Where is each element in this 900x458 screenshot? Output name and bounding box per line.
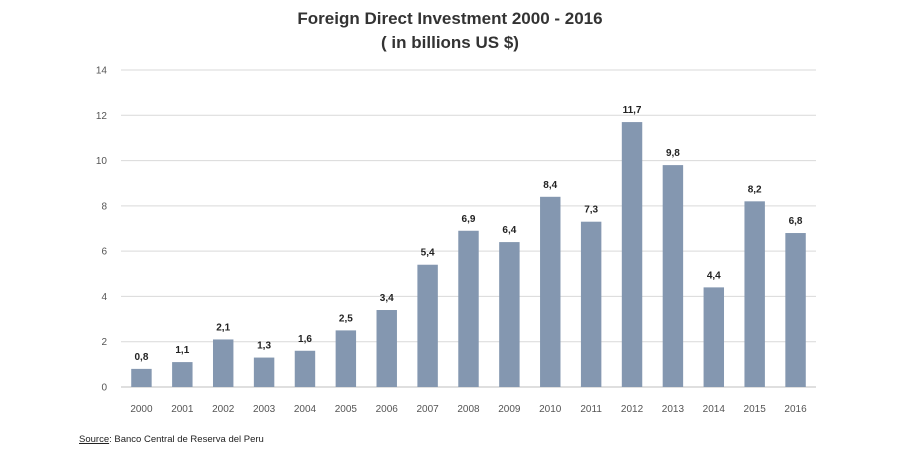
bar — [662, 165, 684, 387]
data-label: 3,4 — [380, 293, 394, 304]
source-note: Source: Banco Central de Reserva del Per… — [79, 434, 264, 445]
bar — [335, 330, 357, 387]
data-label: 2,1 — [216, 322, 230, 333]
y-tick-label: 8 — [101, 201, 107, 212]
data-label: 11,7 — [623, 105, 642, 116]
data-label: 6,4 — [502, 225, 516, 236]
data-label: 1,6 — [298, 334, 312, 345]
y-tick-label: 6 — [101, 247, 107, 258]
x-tick-label: 2011 — [580, 404, 602, 415]
data-label: 1,3 — [257, 341, 271, 352]
x-tick-label: 2003 — [253, 404, 276, 415]
bar — [499, 242, 520, 387]
data-label: 4,4 — [707, 270, 721, 281]
x-tick-label: 2015 — [744, 404, 767, 415]
x-tick-label: 2016 — [784, 404, 807, 415]
data-label: 0,8 — [134, 352, 148, 363]
bar — [417, 264, 438, 387]
y-tick-label: 0 — [101, 383, 107, 394]
bar — [172, 362, 193, 387]
y-tick-label: 2 — [101, 337, 107, 348]
x-tick-label: 2005 — [335, 404, 358, 415]
y-tick-label: 10 — [96, 156, 108, 167]
bar — [294, 350, 316, 387]
x-tick-label: 2014 — [703, 404, 726, 415]
bar — [376, 310, 397, 387]
chart-title: Foreign Direct Investment 2000 - 2016 — [297, 9, 603, 28]
x-tick-label: 2002 — [212, 404, 235, 415]
bar — [212, 339, 234, 387]
data-label: 6,8 — [789, 216, 803, 227]
chart-subtitle: ( in billions US $) — [381, 33, 519, 52]
bar — [703, 287, 725, 387]
x-tick-label: 2007 — [416, 404, 439, 415]
bar — [580, 221, 602, 387]
data-label: 8,2 — [748, 184, 762, 195]
data-label: 7,3 — [584, 205, 598, 216]
bar — [253, 357, 275, 387]
x-tick-label: 2012 — [621, 404, 644, 415]
y-tick-label: 4 — [101, 292, 107, 303]
source-text: : Banco Central de Reserva del Peru — [109, 434, 264, 445]
x-tick-label: 2001 — [171, 404, 194, 415]
y-tick-label: 12 — [96, 111, 108, 122]
bar — [621, 122, 643, 387]
bar — [540, 196, 561, 387]
data-label: 6,9 — [462, 214, 476, 225]
x-tick-label: 2006 — [376, 404, 399, 415]
data-label: 5,4 — [421, 248, 435, 259]
bar — [785, 233, 806, 387]
data-label: 8,4 — [543, 180, 557, 191]
data-label: 9,8 — [666, 148, 680, 159]
x-tick-label: 2004 — [294, 404, 317, 415]
x-tick-label: 2008 — [457, 404, 480, 415]
x-tick-label: 2010 — [539, 404, 562, 415]
source-label: Source — [79, 434, 110, 445]
bar — [744, 201, 765, 387]
x-tick-label: 2013 — [662, 404, 685, 415]
data-label: 2,5 — [339, 313, 353, 324]
bar — [131, 368, 152, 387]
x-tick-label: 2009 — [498, 404, 521, 415]
bar — [458, 230, 479, 387]
y-tick-label: 14 — [96, 66, 108, 77]
x-tick-label: 2000 — [130, 404, 153, 415]
data-label: 1,1 — [175, 345, 189, 356]
